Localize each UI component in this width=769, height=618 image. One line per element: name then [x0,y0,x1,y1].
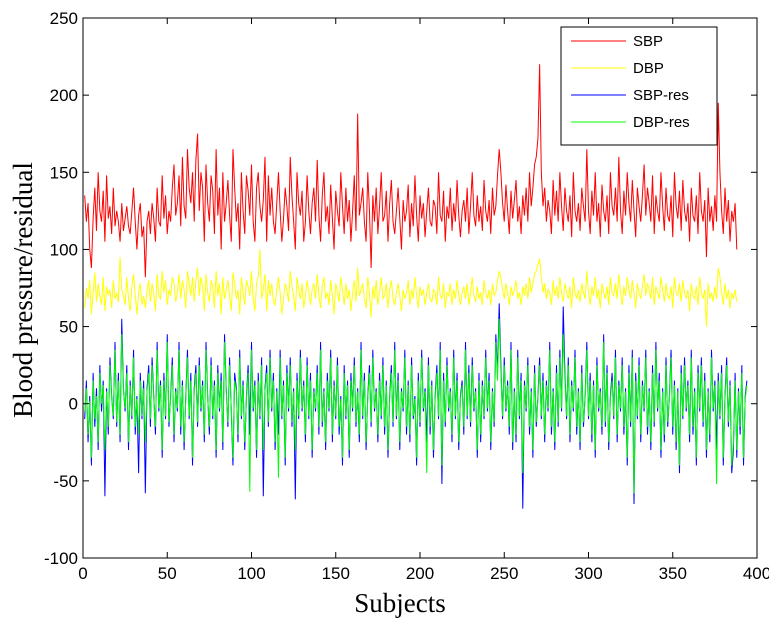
x-tick-label: 50 [158,564,177,583]
legend-label: DBP-res [633,114,690,131]
y-tick-label: 150 [50,163,78,182]
legend-label: SBP [633,33,663,50]
series-line-dbp-res [84,318,748,494]
y-tick-label: 250 [50,9,78,28]
y-tick-label: 50 [59,318,78,337]
legend-items: SBP DBP SBP-res DBP-res [571,33,690,131]
series-line-dbp [84,249,738,327]
plot-frame [82,17,758,559]
y-tick-label: 0 [69,395,78,414]
legend-label: DBP [633,60,664,77]
legend: SBP DBP SBP-res DBP-res [560,26,718,146]
y-axis-title: Blood pressure/residual [8,162,38,418]
x-tick-label: 300 [574,564,602,583]
series-layer [84,64,748,509]
x-tick-label: 150 [322,564,350,583]
legend-label: SBP-res [633,87,689,104]
x-tick-label: 0 [78,564,87,583]
x-tick-label: 100 [237,564,265,583]
x-tick-label: 350 [659,564,687,583]
y-tick-label: 200 [50,86,78,105]
series-line-sbp [84,64,738,278]
y-tick-label: -100 [44,549,78,568]
legend-box [560,26,718,146]
x-tick-label: 400 [743,564,769,583]
x-tick-label: 200 [406,564,434,583]
x-tick-label: 250 [490,564,518,583]
ticks-layer: 0 50 100 150 200 250 300 350 400 -100 -50 0 50 100 150… [44,9,769,583]
y-tick-label: -50 [53,472,78,491]
x-axis-title: Subjects [354,588,446,618]
y-tick-label: 100 [50,240,78,259]
